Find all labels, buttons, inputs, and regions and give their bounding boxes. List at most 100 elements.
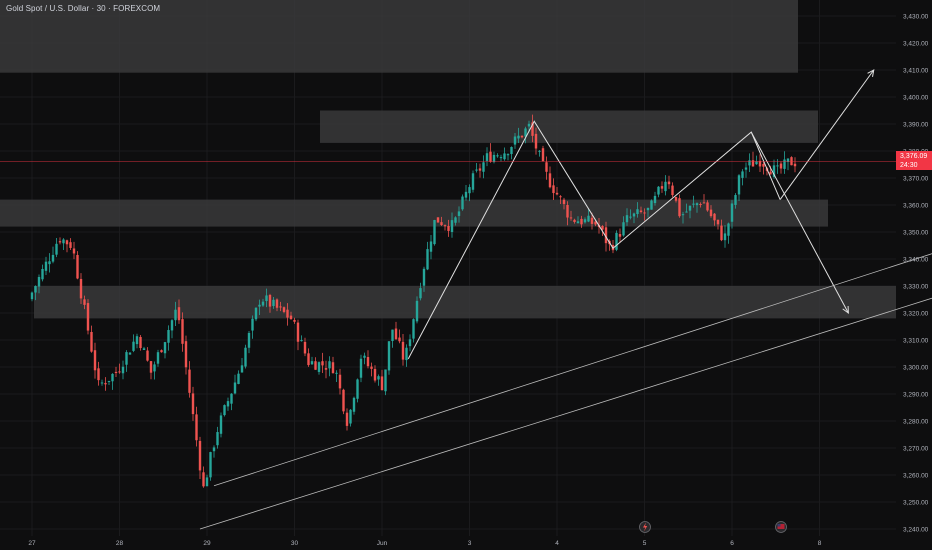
candle-body xyxy=(667,181,671,185)
candle-body xyxy=(55,243,58,255)
candle-body xyxy=(555,192,559,195)
candle-body xyxy=(741,171,744,178)
candle-body xyxy=(468,187,471,194)
candle-body xyxy=(751,160,755,167)
candle-body xyxy=(286,309,289,318)
candle-body xyxy=(268,294,272,307)
time-axis-label: 3 xyxy=(468,540,472,547)
candle-body xyxy=(184,341,188,368)
candle-body xyxy=(636,209,639,214)
candle-body xyxy=(69,242,72,248)
time-axis-label: 30 xyxy=(291,540,299,547)
candle-body xyxy=(272,299,275,307)
candle-body xyxy=(426,249,429,270)
candle-body xyxy=(261,301,265,306)
candle-body xyxy=(380,376,384,391)
candle-body xyxy=(139,336,142,349)
price-axis-label: 3,290.00 xyxy=(903,392,929,399)
candle-body xyxy=(314,361,317,370)
candle-body xyxy=(475,169,478,171)
time-axis-label: 27 xyxy=(28,540,36,547)
candle-body xyxy=(370,366,373,369)
candle-body xyxy=(384,369,387,392)
candle-body xyxy=(538,150,541,152)
candle-body xyxy=(366,357,370,367)
candle-body xyxy=(387,341,391,371)
zigzag-pattern-line[interactable] xyxy=(407,120,781,360)
price-axis-label: 3,280.00 xyxy=(903,419,929,426)
price-axis-label: 3,350.00 xyxy=(903,230,929,237)
candle-body xyxy=(244,347,247,367)
candle-body xyxy=(737,175,741,195)
candle-body xyxy=(524,128,527,137)
candle-body xyxy=(300,340,303,342)
candle-body xyxy=(793,163,797,167)
drawings[interactable] xyxy=(0,69,932,530)
resistance-zone xyxy=(320,110,818,143)
time-axis-label: 6 xyxy=(730,540,734,547)
time-axis[interactable]: 27 28 29 30 Jun 3 4 5 6 8 xyxy=(28,540,821,547)
candle-body xyxy=(590,217,594,224)
candle-body xyxy=(338,374,342,389)
bearish-projection-arrow-head[interactable] xyxy=(842,305,849,315)
candle-body xyxy=(720,225,723,241)
mid-zone xyxy=(0,199,828,227)
candle-body xyxy=(569,217,573,219)
candle-body xyxy=(251,318,254,331)
candle-body xyxy=(226,401,230,407)
candle-body xyxy=(363,355,366,358)
candle-body xyxy=(436,217,440,223)
bullish-projection-arrow[interactable] xyxy=(779,69,875,200)
candle-body xyxy=(62,239,65,244)
ascending-trendline-1[interactable] xyxy=(213,243,932,487)
bearish-projection-arrow[interactable] xyxy=(750,131,849,314)
candle-body xyxy=(762,163,765,167)
candle-body xyxy=(86,303,90,331)
candle-body xyxy=(583,219,587,223)
candle-body xyxy=(450,220,454,232)
candle-body xyxy=(65,240,69,245)
candle-body xyxy=(247,332,251,348)
lightning-icon[interactable] xyxy=(639,521,651,533)
candle-body xyxy=(76,254,79,279)
candle-body xyxy=(587,215,590,222)
candle-body xyxy=(706,202,709,211)
candle-body xyxy=(660,186,664,189)
flag-icon[interactable] xyxy=(775,521,787,533)
time-axis-label: 5 xyxy=(643,540,647,547)
candle-body xyxy=(373,368,377,381)
time-axis-label: 29 xyxy=(203,540,211,547)
candle-body xyxy=(562,199,566,204)
candle-body xyxy=(209,452,212,478)
candle-body xyxy=(478,168,482,171)
event-icons[interactable] xyxy=(639,521,787,533)
candle-body xyxy=(632,213,636,217)
symbol-title[interactable]: Gold Spot / U.S. Dollar · 30 · FOREXCOM xyxy=(6,4,161,13)
ascending-trendline-2[interactable] xyxy=(199,251,932,530)
time-axis-label: 8 xyxy=(818,540,822,547)
candle-body xyxy=(146,350,149,361)
candle-body xyxy=(503,153,506,160)
candle-body xyxy=(419,288,422,299)
candle-body xyxy=(149,361,153,373)
candle-body xyxy=(678,198,681,217)
candle-body xyxy=(734,195,737,205)
candle-body xyxy=(415,300,419,322)
candle-body xyxy=(118,371,121,373)
candle-body xyxy=(237,373,240,384)
price-axis-label: 3,390.00 xyxy=(903,122,929,129)
countdown-timer: 24:30 xyxy=(900,162,918,169)
candle-body xyxy=(114,371,118,373)
bullish-projection-arrow-head[interactable] xyxy=(867,69,875,77)
candle-body xyxy=(153,364,156,372)
candle-body xyxy=(454,217,457,223)
candle-body xyxy=(559,196,562,198)
candle-body xyxy=(422,268,426,286)
candle-body xyxy=(128,352,132,355)
price-axis[interactable]: 3,240.00 3,250.00 3,260.00 3,270.00 3,280.00… xyxy=(903,14,929,534)
candle-body xyxy=(499,157,503,159)
candle-body xyxy=(639,210,643,212)
candle-body xyxy=(100,382,104,384)
